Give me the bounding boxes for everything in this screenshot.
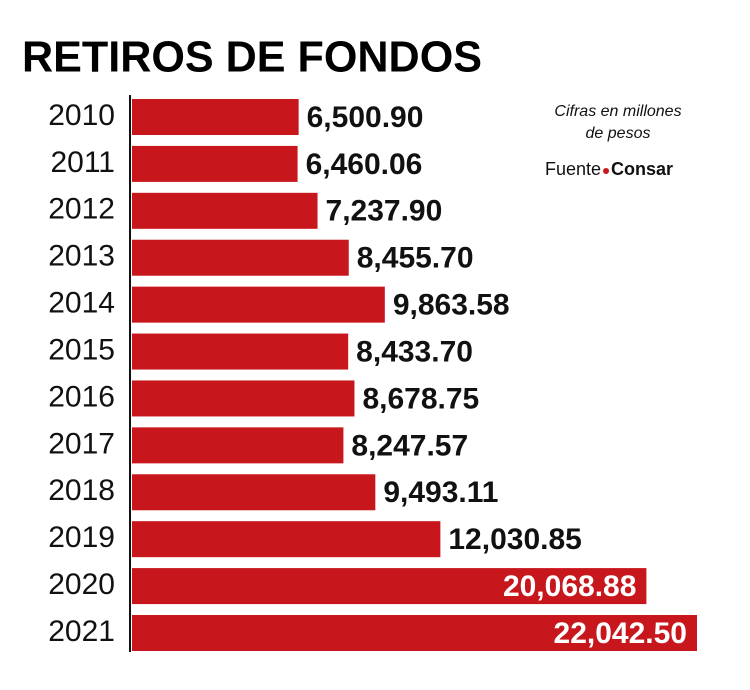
y-tick-label: 2021 bbox=[48, 615, 115, 648]
source: Consar bbox=[611, 159, 673, 179]
bar bbox=[132, 145, 298, 182]
note: de pesos bbox=[586, 125, 651, 142]
bar bbox=[132, 192, 318, 229]
bar bbox=[132, 615, 697, 651]
value-label: 8,678.75 bbox=[362, 382, 479, 415]
y-tick-label: 2012 bbox=[48, 193, 115, 226]
value-label: 8,433.70 bbox=[356, 335, 473, 368]
bar bbox=[132, 239, 349, 276]
y-tick-label: 2020 bbox=[48, 568, 115, 601]
y-tick-label: 2018 bbox=[48, 474, 115, 507]
bar bbox=[132, 521, 441, 558]
y-tick-label: 2010 bbox=[48, 99, 115, 132]
y-tick-label: 2014 bbox=[48, 287, 115, 320]
source-dot bbox=[603, 168, 610, 174]
value-label: 6,460.06 bbox=[306, 148, 423, 181]
y-tick-label: 2011 bbox=[50, 146, 115, 179]
y-tick-label: 2019 bbox=[48, 521, 115, 554]
value-label: 22,042.50 bbox=[554, 617, 687, 650]
y-tick-label: 2017 bbox=[48, 427, 115, 460]
bar bbox=[132, 568, 647, 605]
bar bbox=[132, 427, 344, 464]
bar bbox=[132, 474, 376, 511]
value-label: 7,237.90 bbox=[326, 195, 443, 228]
bar bbox=[132, 333, 349, 370]
value-label: 20,068.88 bbox=[503, 570, 636, 603]
value-label: 6,500.90 bbox=[307, 101, 424, 134]
chart-title: RETIROS DE FONDOS bbox=[22, 33, 482, 82]
value-label: 9,493.11 bbox=[383, 476, 498, 509]
value-label: 12,030.85 bbox=[448, 523, 581, 556]
bar bbox=[132, 99, 299, 135]
y-tick-label: 2015 bbox=[48, 333, 115, 366]
note: Cifras en millones bbox=[554, 103, 681, 120]
y-tick-label: 2013 bbox=[48, 240, 115, 273]
value-label: 9,863.58 bbox=[393, 289, 510, 322]
bar bbox=[132, 286, 385, 323]
source-label: Fuente bbox=[545, 159, 601, 179]
value-label: 8,455.70 bbox=[357, 242, 474, 275]
y-tick-label: 2016 bbox=[48, 380, 115, 413]
bar bbox=[132, 380, 355, 417]
value-label: 8,247.57 bbox=[351, 429, 468, 462]
